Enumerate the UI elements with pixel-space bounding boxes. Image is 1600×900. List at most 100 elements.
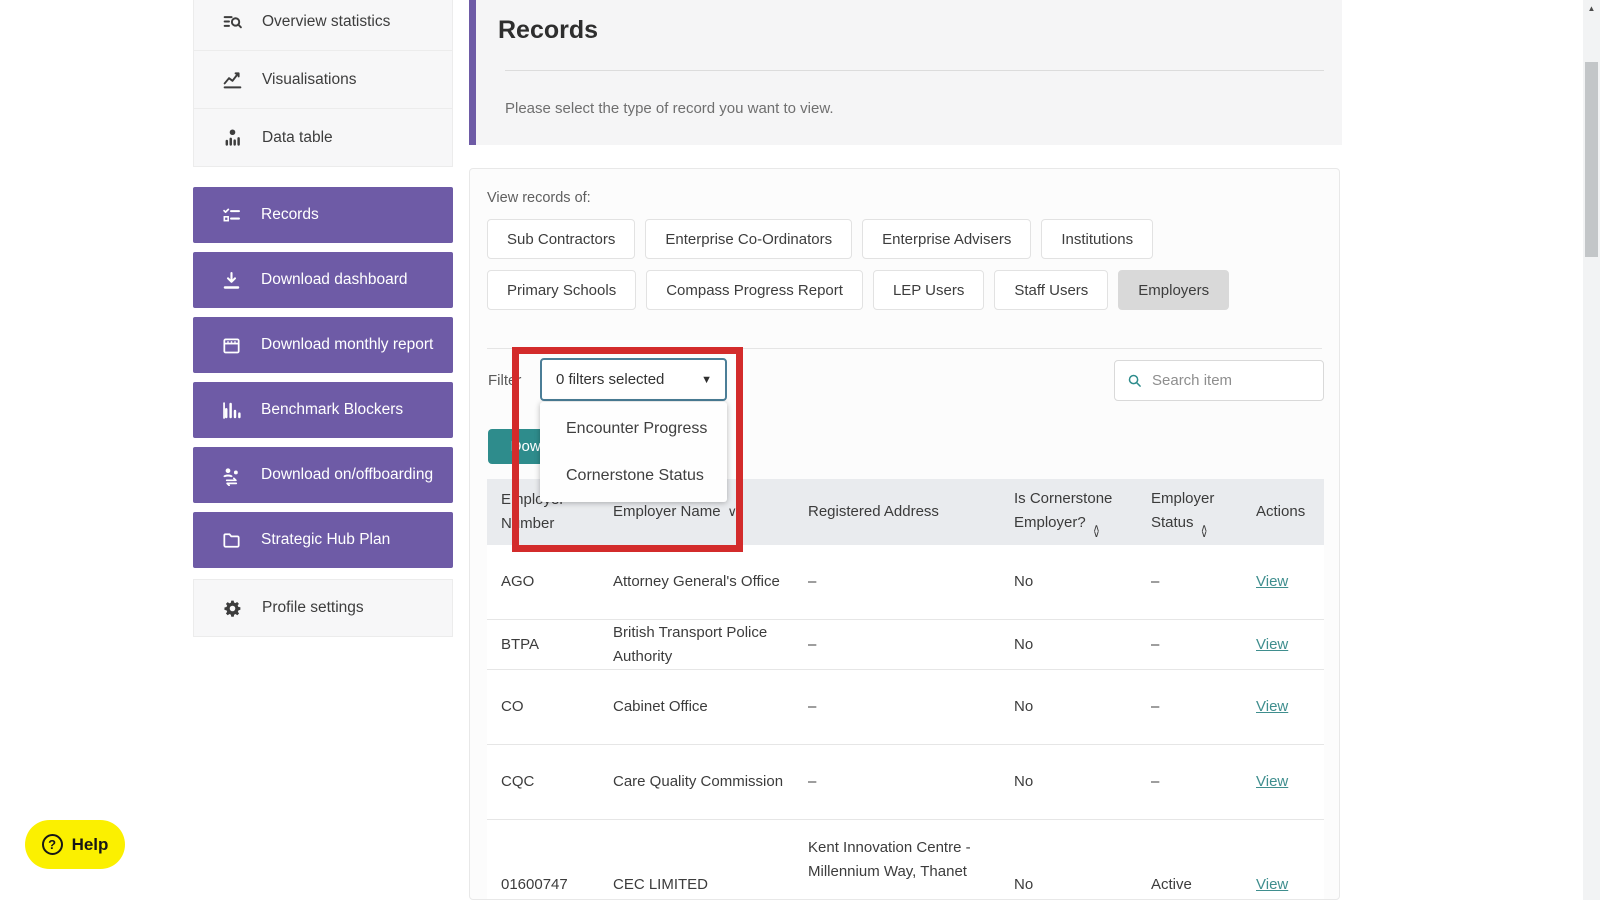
- view-link[interactable]: View: [1256, 698, 1289, 715]
- cell-actions: View: [1256, 570, 1324, 594]
- cell-employer-name: Attorney General's Office: [613, 573, 780, 590]
- column-actions: Actions: [1256, 503, 1306, 520]
- record-type-button-employers[interactable]: Employers: [1118, 270, 1230, 310]
- record-type-button-institutions[interactable]: Institutions: [1041, 219, 1154, 259]
- cell-employer-status: –: [1151, 698, 1160, 715]
- query-stats-icon: [220, 11, 244, 33]
- column-is-cornerstone-employer[interactable]: Is Cornerstone Employer? ∧ ∨: [1014, 489, 1113, 540]
- sidebar-item-label: Profile settings: [262, 599, 364, 616]
- cell-is-cornerstone: No: [1014, 635, 1034, 653]
- scrollbar-thumb[interactable]: [1585, 62, 1598, 257]
- record-type-button-enterprise-advisers[interactable]: Enterprise Advisers: [862, 219, 1032, 259]
- section-divider: [487, 348, 1322, 349]
- view-link[interactable]: View: [1256, 876, 1289, 893]
- sidebar-item-benchmark-blockers[interactable]: Benchmark Blockers: [193, 382, 453, 438]
- help-button[interactable]: ? Help: [25, 820, 125, 869]
- record-type-button-primary-schools[interactable]: Primary Schools: [487, 270, 637, 310]
- sidebar-item-records[interactable]: Records: [193, 187, 453, 243]
- person-chart-icon: [220, 127, 244, 149]
- checklist-icon: [219, 204, 243, 226]
- cell-employer-number: BTPA: [501, 635, 540, 653]
- column-employer-status[interactable]: Employer Status ∧ ∨: [1151, 489, 1215, 540]
- vertical-scrollbar[interactable]: ▲: [1583, 0, 1600, 900]
- question-mark-icon: ?: [41, 834, 63, 855]
- cell-registered-address: –: [808, 573, 817, 590]
- sidebar-item-label: Download dashboard: [261, 271, 408, 288]
- table-row: BTPA British Transport Police Authority …: [487, 620, 1324, 670]
- view-link[interactable]: View: [1256, 573, 1289, 590]
- column-registered-address[interactable]: Registered Address: [808, 503, 939, 520]
- cell-employer-status: –: [1151, 635, 1160, 653]
- cell-registered-address: –: [808, 635, 817, 653]
- table-row: 01600747 CEC LIMITED Kent Innovation Cen…: [487, 820, 1324, 899]
- filter-dropdown-value: 0 filters selected: [556, 371, 665, 388]
- column-employer-name[interactable]: Employer Name ∨: [613, 503, 738, 520]
- filter-label: Filter: [488, 372, 522, 389]
- cell-employer-name: CEC LIMITED: [613, 876, 709, 893]
- sidebar-item-label: Visualisations: [262, 70, 357, 88]
- record-type-button-staff-users[interactable]: Staff Users: [994, 270, 1109, 310]
- filter-option-cornerstone-status[interactable]: Cornerstone Status: [566, 467, 704, 484]
- record-type-button-lep-users[interactable]: LEP Users: [872, 270, 985, 310]
- employers-table: Employer Number Employer Name ∨ Registere…: [487, 479, 1324, 899]
- cell-actions: View: [1256, 873, 1324, 897]
- search-icon: [1128, 374, 1141, 387]
- cell-actions: View: [1256, 695, 1324, 719]
- record-type-button-sub-contractors[interactable]: Sub Contractors: [487, 219, 636, 259]
- sidebar-item-download-dashboard[interactable]: Download dashboard: [193, 252, 453, 308]
- sort-updown-icon[interactable]: ∧ ∨: [1200, 522, 1208, 540]
- cell-employer-number: CQC: [501, 773, 535, 790]
- gear-icon: [220, 597, 244, 619]
- view-link[interactable]: View: [1256, 635, 1289, 653]
- cell-is-cornerstone: No: [1014, 698, 1034, 715]
- calendar-icon: [219, 334, 243, 356]
- search-box: [1114, 360, 1324, 401]
- cell-employer-name: British Transport Police Authority: [613, 623, 768, 665]
- cell-is-cornerstone: No: [1014, 773, 1034, 790]
- cell-employer-status: Active: [1151, 876, 1192, 893]
- sidebar-item-label: Download on/offboarding: [261, 466, 434, 483]
- cell-employer-name: Care Quality Commission: [613, 773, 784, 790]
- sidebar-item-label: Data table: [262, 128, 333, 146]
- filter-dropdown[interactable]: 0 filters selected ▼: [540, 358, 727, 401]
- sort-updown-icon[interactable]: ∧ ∨: [1092, 522, 1101, 540]
- header-divider: [505, 70, 1324, 71]
- caret-down-icon: ▼: [701, 374, 712, 386]
- search-input[interactable]: [1150, 371, 1323, 390]
- sidebar-item-strategic-hub-plan[interactable]: Strategic Hub Plan: [193, 512, 453, 568]
- folder-icon: [219, 529, 243, 551]
- sidebar-item-label: Benchmark Blockers: [261, 401, 404, 418]
- cell-actions: View: [1256, 633, 1324, 657]
- help-label: Help: [71, 834, 109, 854]
- cell-registered-address: –: [808, 698, 817, 715]
- view-link[interactable]: View: [1256, 773, 1289, 790]
- cell-employer-number: CO: [501, 698, 524, 715]
- sidebar-item-label: Download monthly report: [261, 336, 434, 353]
- sidebar-item-data-table[interactable]: Data table: [193, 109, 453, 167]
- sidebar-item-label: Strategic Hub Plan: [261, 531, 391, 548]
- record-type-button-compass-progress-report[interactable]: Compass Progress Report: [646, 270, 863, 310]
- record-type-button-enterprise-co-ordinators[interactable]: Enterprise Co-Ordinators: [645, 219, 853, 259]
- table-row: CQC Care Quality Commission – No – View: [487, 745, 1324, 820]
- sidebar-item-label: Records: [261, 206, 319, 223]
- page-subtitle: Please select the type of record you wan…: [505, 100, 834, 117]
- record-type-row-2: Primary Schools Compass Progress Report LE…: [487, 270, 1230, 310]
- sidebar-item-download-monthly-report[interactable]: Download monthly report: [193, 317, 453, 373]
- cell-is-cornerstone: No: [1014, 876, 1034, 893]
- scroll-up-arrow-icon[interactable]: ▲: [1587, 4, 1596, 13]
- filter-option-encounter-progress[interactable]: Encounter Progress: [566, 420, 708, 437]
- sidebar-item-download-on-offboarding[interactable]: Download on/offboarding: [193, 447, 453, 503]
- page-title: Records: [498, 16, 599, 44]
- cell-employer-status: –: [1151, 573, 1160, 590]
- cell-actions: View: [1256, 770, 1324, 794]
- people-swap-icon: [219, 464, 243, 486]
- sort-chevron-down-icon[interactable]: ∨: [727, 504, 738, 519]
- table-row: AGO Attorney General's Office – No – Vie…: [487, 545, 1324, 620]
- sidebar-item-visualisations[interactable]: Visualisations: [193, 51, 453, 109]
- sidebar-item-profile-settings[interactable]: Profile settings: [193, 579, 453, 637]
- cell-employer-number: AGO: [501, 573, 535, 590]
- cell-employer-name: Cabinet Office: [613, 698, 708, 715]
- sidebar-item-overview-statistics[interactable]: Overview statistics: [193, 0, 453, 51]
- sidebar-item-label: Overview statistics: [262, 12, 391, 30]
- table-body: AGO Attorney General's Office – No – Vie…: [487, 545, 1324, 899]
